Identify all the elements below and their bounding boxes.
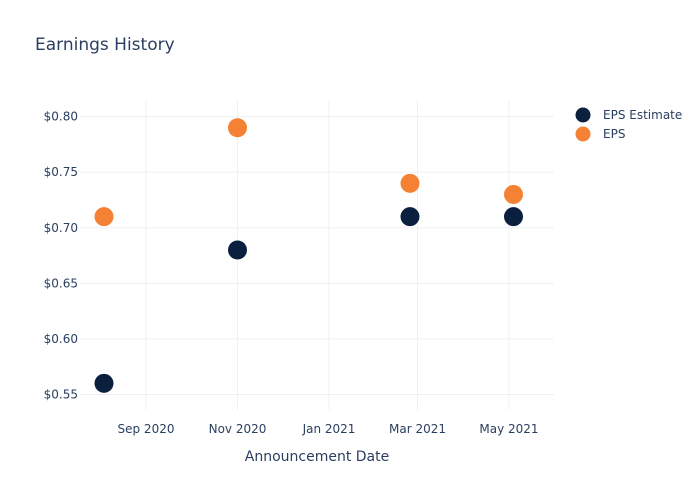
x-tick-label: Jan 2021 bbox=[302, 422, 356, 436]
data-point-eps[interactable] bbox=[94, 207, 114, 227]
data-points bbox=[94, 118, 523, 393]
legend-marker bbox=[575, 126, 591, 142]
grid-layer bbox=[80, 100, 554, 410]
legend-marker bbox=[575, 107, 591, 123]
x-tick-label: Mar 2021 bbox=[389, 422, 446, 436]
x-tick-label: May 2021 bbox=[479, 422, 538, 436]
y-tick-label: $0.80 bbox=[44, 110, 78, 124]
legend-entry-label: EPS Estimate bbox=[603, 108, 682, 122]
y-tick-label: $0.70 bbox=[44, 221, 78, 235]
x-tick-label: Nov 2020 bbox=[209, 422, 267, 436]
x-axis-title: Announcement Date bbox=[245, 449, 389, 465]
data-point-eps[interactable] bbox=[504, 184, 523, 204]
y-axis: $0.55 $0.60 $0.65 $0.70 $0.75 $0.80 bbox=[44, 110, 78, 402]
data-point-eps-estimate[interactable] bbox=[504, 207, 523, 227]
data-point-eps[interactable] bbox=[228, 118, 247, 138]
y-tick-label: $0.60 bbox=[44, 332, 78, 346]
data-point-eps-estimate[interactable] bbox=[94, 373, 114, 393]
y-tick-label: $0.55 bbox=[44, 387, 78, 401]
y-tick-label: $0.65 bbox=[44, 276, 78, 290]
x-tick-label: Sep 2020 bbox=[118, 422, 175, 436]
x-axis: Sep 2020 Nov 2020 Jan 2021 Mar 2021 May 2021 bbox=[118, 422, 539, 436]
legend: EPS Estimate EPS bbox=[575, 107, 682, 142]
chart-title: Earnings History bbox=[35, 35, 175, 55]
data-point-eps-estimate[interactable] bbox=[228, 240, 247, 260]
data-point-eps[interactable] bbox=[400, 173, 420, 193]
y-tick-label: $0.75 bbox=[44, 165, 78, 179]
data-point-eps-estimate[interactable] bbox=[400, 207, 420, 227]
legend-entry-label: EPS bbox=[603, 127, 625, 141]
